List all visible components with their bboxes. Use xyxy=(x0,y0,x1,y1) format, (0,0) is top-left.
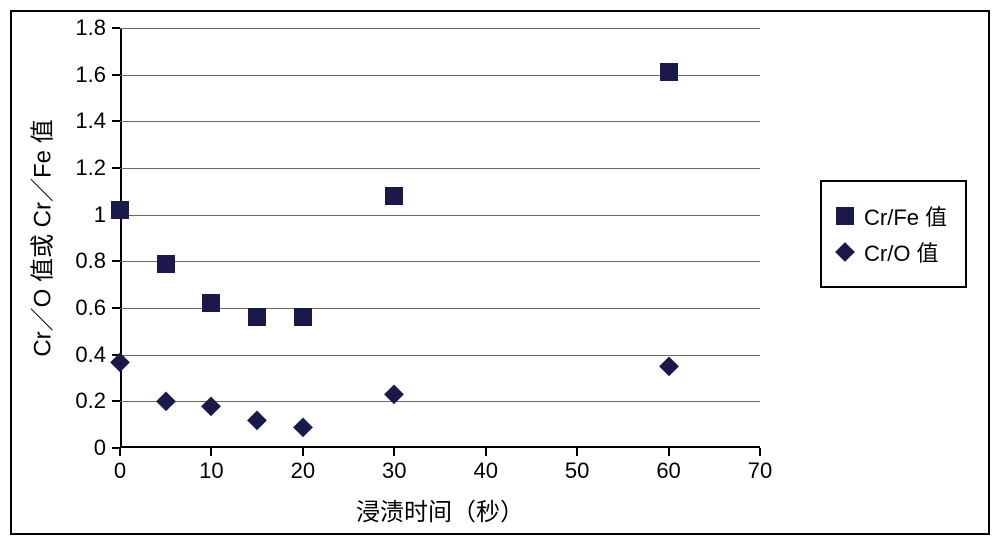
x-tick-label: 40 xyxy=(473,458,497,484)
square-marker xyxy=(157,255,175,273)
legend-item: Cr/Fe 值 xyxy=(836,200,947,232)
square-icon xyxy=(836,207,854,225)
gridline xyxy=(120,355,760,356)
x-tick xyxy=(210,448,212,456)
plot-area xyxy=(120,28,760,448)
legend-label: Cr/Fe 值 xyxy=(864,200,947,232)
y-tick xyxy=(112,400,120,402)
y-tick-label: 0.4 xyxy=(56,342,106,368)
y-tick-label: 1 xyxy=(56,202,106,228)
x-tick-label: 0 xyxy=(114,458,126,484)
y-tick xyxy=(112,27,120,29)
x-tick xyxy=(576,448,578,456)
square-marker xyxy=(660,63,678,81)
x-tick-label: 20 xyxy=(291,458,315,484)
y-axis xyxy=(120,28,122,448)
y-axis-label: Cr／O 值或 Cr／Fe 值 xyxy=(23,119,58,356)
diamond-marker xyxy=(156,392,175,411)
x-tick-label: 50 xyxy=(565,458,589,484)
y-tick-label: 1.8 xyxy=(56,15,106,41)
x-tick xyxy=(302,448,304,456)
square-marker xyxy=(385,187,403,205)
y-tick xyxy=(112,307,120,309)
y-tick-label: 1.2 xyxy=(56,155,106,181)
x-tick xyxy=(485,448,487,456)
y-tick-label: 1.4 xyxy=(56,108,106,134)
y-tick-label: 0.8 xyxy=(56,248,106,274)
y-tick xyxy=(112,167,120,169)
legend-item: Cr/O 值 xyxy=(836,236,947,268)
x-tick-label: 60 xyxy=(656,458,680,484)
square-marker xyxy=(294,308,312,326)
square-marker xyxy=(248,308,266,326)
y-tick xyxy=(112,74,120,76)
gridline xyxy=(120,28,760,29)
x-tick-label: 30 xyxy=(382,458,406,484)
diamond-marker xyxy=(248,410,267,429)
diamond-icon xyxy=(835,242,855,262)
gridline xyxy=(120,121,760,122)
y-tick-label: 0.2 xyxy=(56,388,106,414)
x-tick xyxy=(119,448,121,456)
diamond-marker xyxy=(202,396,221,415)
y-tick xyxy=(112,260,120,262)
x-tick xyxy=(668,448,670,456)
x-tick xyxy=(393,448,395,456)
gridline xyxy=(120,168,760,169)
gridline xyxy=(120,261,760,262)
y-tick-label: 0 xyxy=(56,435,106,461)
x-tick xyxy=(759,448,761,456)
y-tick-label: 1.6 xyxy=(56,62,106,88)
y-tick-label: 0.6 xyxy=(56,295,106,321)
diamond-marker xyxy=(293,417,312,436)
square-marker xyxy=(111,201,129,219)
legend-label: Cr/O 值 xyxy=(864,236,939,268)
legend: Cr/Fe 值 Cr/O 值 xyxy=(820,180,967,288)
x-axis-label: 浸渍时间（秒） xyxy=(356,492,524,527)
gridline xyxy=(120,215,760,216)
x-axis xyxy=(120,446,760,448)
x-tick-label: 70 xyxy=(748,458,772,484)
square-marker xyxy=(202,294,220,312)
diamond-marker xyxy=(659,357,678,376)
x-tick-label: 10 xyxy=(199,458,223,484)
y-tick xyxy=(112,120,120,122)
